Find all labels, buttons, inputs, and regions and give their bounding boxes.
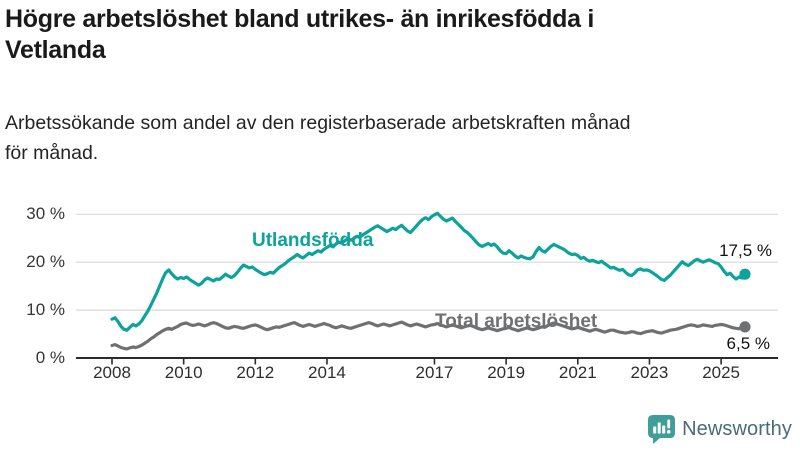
series-label-total-arbetsloshet: Total arbetslöshet: [435, 311, 598, 332]
y-tick-label: 0 %: [35, 348, 65, 367]
page-title: Högre arbetslöshet bland utrikes- än inr…: [5, 4, 594, 66]
line-series-0: [110, 211, 747, 332]
y-tick-label: 10 %: [26, 300, 65, 320]
x-tick-label: 2010: [164, 363, 203, 382]
page-subtitle-line-1: Arbetssökande som andel av den registerb…: [5, 112, 631, 134]
end-point-dot-1: [739, 321, 751, 333]
x-tick-label: 2012: [236, 363, 275, 382]
brand-name: Newsworthy: [682, 418, 792, 440]
x-tick-label: 2025: [702, 363, 741, 382]
series-label-utlandsfodda: Utlandsfödda: [252, 230, 374, 251]
y-tick-label: 20 %: [26, 252, 65, 272]
line-series-1: [110, 320, 747, 351]
page-subtitle-line-2: för månad.: [5, 142, 99, 164]
page-subtitle: Arbetssökande som andel av den registerb…: [5, 108, 630, 168]
end-point-dot-0: [739, 268, 751, 280]
page-title-line-2: Vetlanda: [5, 36, 106, 64]
x-tick-label: 2021: [558, 363, 597, 382]
end-value-label-total-arbetsloshet: 6,5 %: [726, 334, 770, 353]
x-tick-label: 2019: [487, 363, 526, 382]
x-tick-label: 2008: [93, 363, 131, 382]
x-tick-label: 2017: [415, 363, 454, 382]
x-tick-label: 2023: [630, 363, 669, 382]
bar-chart-speech-bubble-icon: [648, 415, 676, 444]
y-tick-label: 30 %: [26, 204, 65, 224]
x-tick-label: 2014: [308, 363, 346, 382]
end-value-label-utlandsfodda: 17,5 %: [719, 241, 772, 260]
page-title-line-1: Högre arbetslöshet bland utrikes- än inr…: [5, 5, 594, 33]
newsworthy-logo: Newsworthy: [648, 415, 792, 444]
